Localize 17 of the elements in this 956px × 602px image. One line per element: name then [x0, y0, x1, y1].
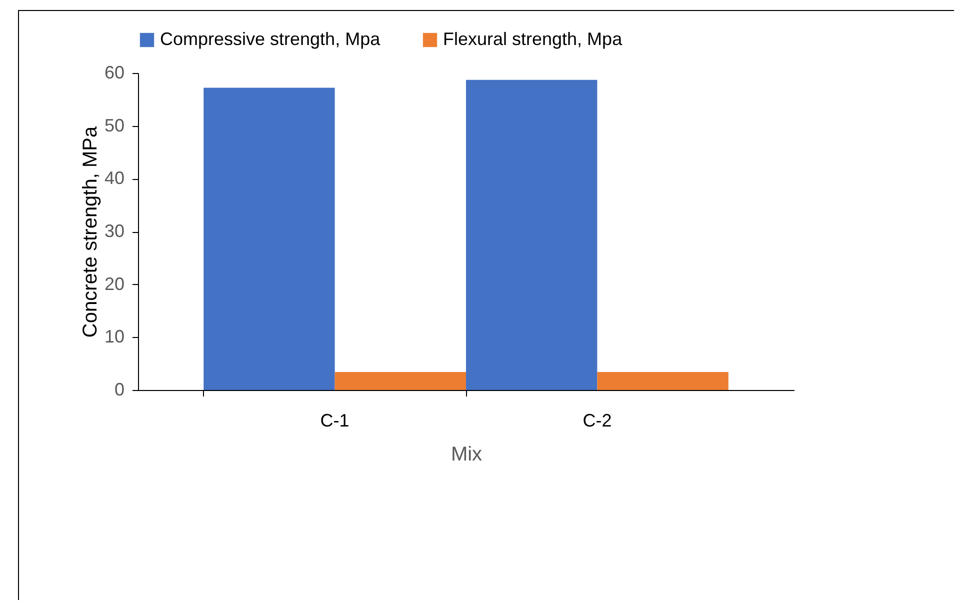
x-tick-label: C-2 — [582, 410, 612, 430]
bar — [204, 88, 335, 390]
x-tick-label: C-1 — [320, 410, 350, 430]
bar — [597, 372, 728, 390]
y-tick-label: 50 — [104, 115, 124, 136]
y-tick-label: 0 — [114, 380, 124, 400]
y-tick-label: 10 — [104, 326, 124, 347]
y-tick-label: 20 — [104, 274, 124, 294]
y-tick-label: 60 — [104, 62, 124, 82]
bar — [466, 80, 598, 390]
bar — [334, 372, 466, 390]
legend-label: Compressive strength, Mpa — [160, 29, 382, 49]
x-axis-title: Mix — [450, 444, 482, 466]
y-tick-label: 30 — [104, 221, 124, 241]
y-axis-title: Concrete strength, MPa — [79, 126, 102, 338]
legend-label: Flexural strength, Mpa — [443, 29, 624, 49]
y-tick-label: 40 — [104, 168, 124, 188]
